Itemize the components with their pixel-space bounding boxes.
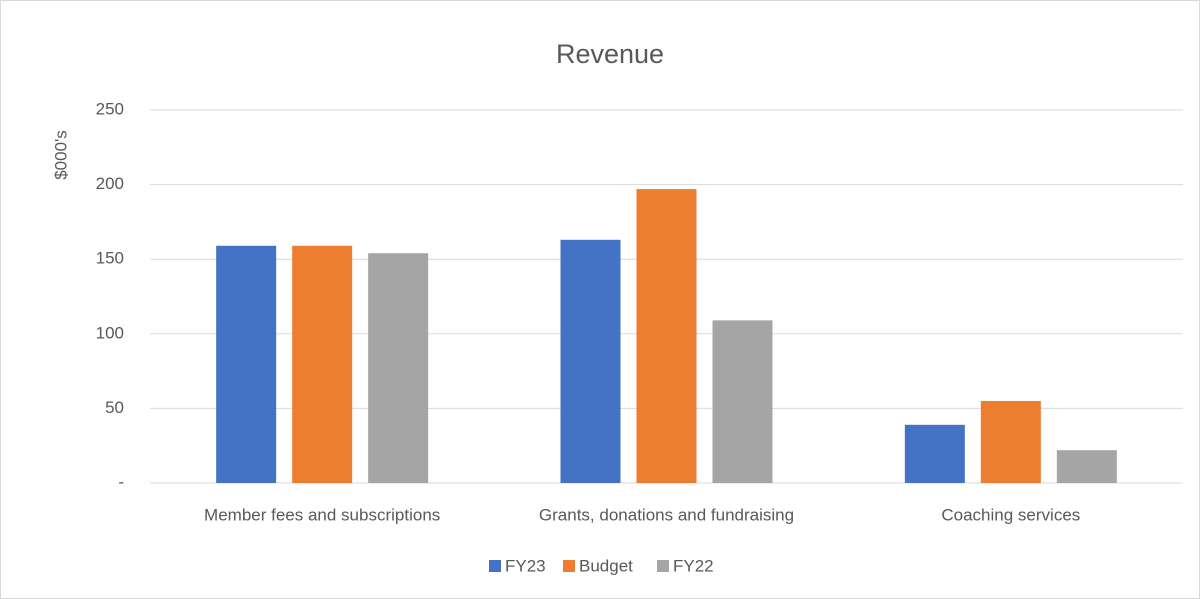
legend-swatch <box>489 560 501 572</box>
bar <box>560 239 621 483</box>
bar <box>368 253 429 483</box>
bar <box>216 245 277 483</box>
y-tick-label: 100 <box>96 323 124 342</box>
y-tick-label: - <box>118 472 124 491</box>
x-tick-label: Coaching services <box>941 505 1080 524</box>
chart-title: Revenue <box>556 39 664 69</box>
x-tick-label: Grants, donations and fundraising <box>539 505 794 524</box>
bar <box>904 424 965 483</box>
legend-swatch <box>657 560 669 572</box>
legend-label: FY23 <box>505 556 546 575</box>
y-tick-label: 150 <box>96 249 124 268</box>
bar <box>712 320 773 483</box>
bar <box>636 189 697 484</box>
x-tick-label: Member fees and subscriptions <box>204 505 440 524</box>
bar <box>1056 450 1117 483</box>
bar <box>292 245 353 483</box>
y-tick-label: 250 <box>96 99 124 118</box>
y-tick-label: 200 <box>96 174 124 193</box>
legend-label: Budget <box>579 556 633 575</box>
y-axis-label: $000's <box>51 130 70 180</box>
legend-swatch <box>563 560 575 572</box>
bar <box>980 400 1041 483</box>
legend-label: FY22 <box>673 556 714 575</box>
y-tick-label: 50 <box>105 398 124 417</box>
